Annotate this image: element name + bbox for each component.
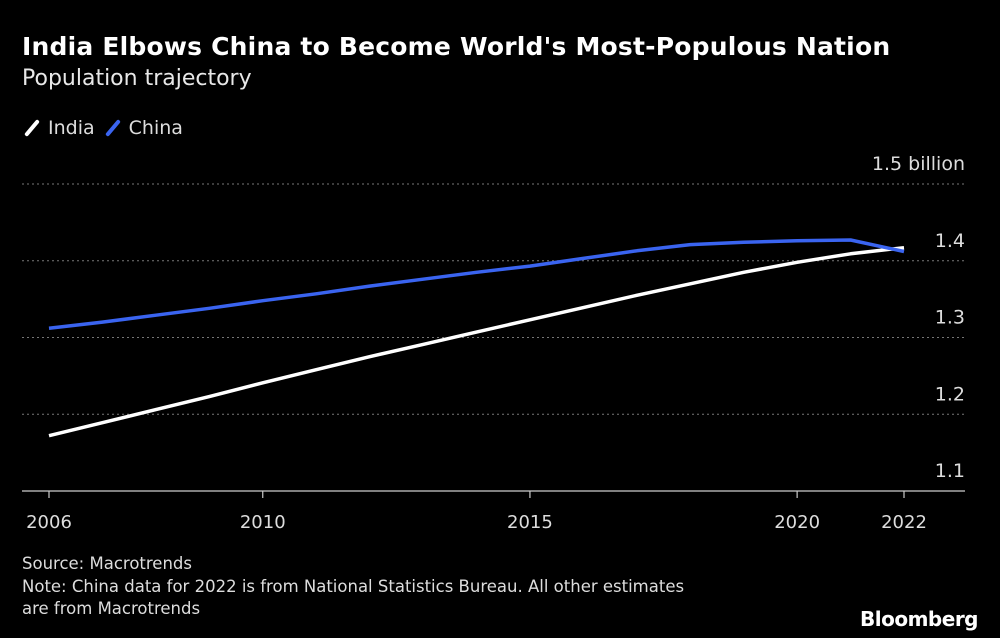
legend: India China (22, 117, 183, 139)
source-text: Source: Macrotrends (22, 554, 192, 573)
x-tick-label: 2010 (240, 512, 286, 533)
x-tick-label: 2022 (881, 512, 927, 533)
series-line-india (48, 245, 905, 438)
y-tick-label: 1.4 (935, 230, 965, 252)
y-tick-label: 1.2 (935, 383, 965, 405)
note-line-1: Note: China data for 2022 is from Nation… (22, 577, 685, 596)
y-tick-label: 1.1 (935, 460, 965, 482)
chart-subtitle: Population trajectory (22, 66, 252, 91)
note-line-2: are from Macrotrends (22, 599, 201, 618)
y-tick-label: 1.3 (935, 307, 965, 329)
x-tick-label: 2015 (507, 512, 553, 533)
y-tick-label: 1.5 billion (872, 153, 965, 175)
legend-label-china: China (128, 117, 183, 139)
bloomberg-logo: Bloomberg (860, 607, 978, 631)
x-tick-label: 2020 (774, 512, 820, 533)
chart-title: India Elbows China to Become World's Mos… (22, 32, 891, 61)
series-line-china (48, 238, 905, 331)
legend-label-india: India (48, 117, 95, 139)
x-tick-label: 2006 (26, 512, 72, 533)
